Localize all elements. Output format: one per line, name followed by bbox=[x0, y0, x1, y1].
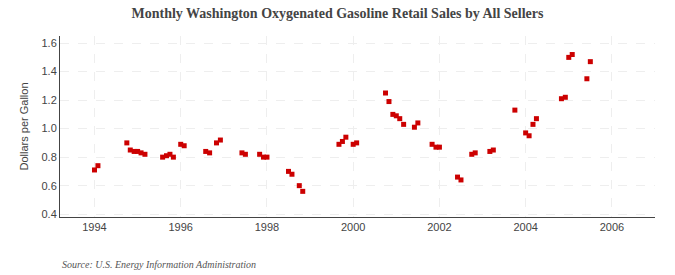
svg-text:0.8: 0.8 bbox=[42, 151, 57, 163]
svg-text:1.4: 1.4 bbox=[42, 65, 57, 77]
svg-text:2006: 2006 bbox=[600, 221, 624, 233]
svg-text:1.0: 1.0 bbox=[42, 122, 57, 134]
svg-text:Dollars per Gallon: Dollars per Gallon bbox=[18, 82, 30, 170]
svg-text:2004: 2004 bbox=[513, 221, 537, 233]
svg-text:1.6: 1.6 bbox=[42, 37, 57, 49]
svg-text:1998: 1998 bbox=[255, 221, 279, 233]
svg-text:Monthly Washington Oxygenated: Monthly Washington Oxygenated Gasoline R… bbox=[131, 6, 544, 21]
svg-text:Source: U.S. Energy Informatio: Source: U.S. Energy Information Administ… bbox=[62, 259, 256, 270]
svg-text:1.2: 1.2 bbox=[42, 94, 57, 106]
svg-text:1996: 1996 bbox=[168, 221, 192, 233]
svg-text:2002: 2002 bbox=[427, 221, 451, 233]
svg-text:0.4: 0.4 bbox=[42, 208, 57, 220]
svg-text:1994: 1994 bbox=[82, 221, 106, 233]
svg-text:2000: 2000 bbox=[341, 221, 365, 233]
svg-text:0.6: 0.6 bbox=[42, 180, 57, 192]
